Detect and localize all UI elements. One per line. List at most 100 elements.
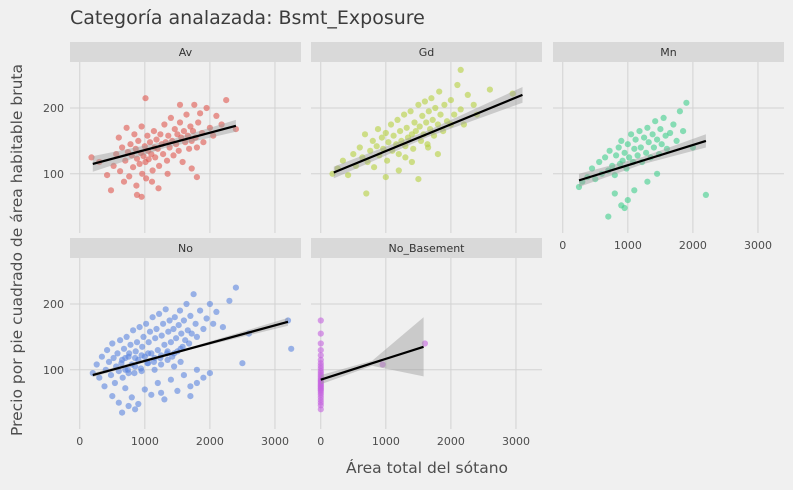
data-point [602, 154, 609, 161]
data-point [180, 128, 187, 135]
data-point [119, 356, 126, 363]
data-point [136, 160, 143, 167]
data-point [432, 104, 439, 112]
trend-line [333, 93, 523, 174]
data-point [136, 324, 143, 331]
data-point [457, 106, 464, 113]
strip-label-av: Av [179, 46, 193, 59]
data-point [166, 317, 173, 324]
data-point [387, 121, 395, 128]
data-point [394, 116, 401, 123]
data-point [158, 361, 165, 368]
data-point [575, 183, 583, 191]
data-point [210, 132, 217, 139]
data-point [618, 137, 625, 144]
trend-line [320, 345, 424, 381]
y-tick-label: 100 [43, 168, 64, 181]
data-point [132, 348, 139, 355]
data-point [634, 152, 641, 159]
data-point [657, 126, 664, 133]
data-point [621, 204, 628, 212]
data-point [218, 121, 225, 128]
trend-line [92, 124, 237, 166]
data-point [440, 128, 447, 135]
chart-title: Categoría analazada: Bsmt_Exposure [70, 7, 425, 29]
data-point [702, 191, 710, 198]
y-tick-label: 200 [43, 102, 64, 115]
data-point [145, 350, 152, 357]
data-point [128, 394, 135, 401]
data-point [127, 141, 134, 148]
data-point [470, 101, 477, 108]
data-point [167, 339, 174, 346]
data-point [133, 182, 140, 189]
data-point [415, 101, 422, 108]
data-point [421, 98, 428, 105]
data-point [317, 347, 324, 354]
y-axis-title: Precio por pie cuadrado de área habitabl… [8, 64, 26, 436]
data-point [135, 400, 142, 408]
data-point [130, 164, 137, 171]
data-point [120, 345, 128, 352]
data-point [419, 112, 426, 119]
data-point [193, 333, 200, 340]
data-point [606, 147, 613, 154]
data-point [98, 353, 105, 360]
data-point [109, 340, 116, 347]
data-point [170, 152, 177, 159]
x-tick-label: 1000 [372, 435, 400, 448]
data-point [144, 132, 151, 139]
data-point [197, 307, 204, 314]
data-point [153, 136, 160, 143]
data-point [361, 131, 369, 138]
data-point [397, 128, 404, 135]
data-point [434, 151, 441, 158]
data-point [195, 119, 202, 126]
data-point [127, 341, 134, 348]
data-point [117, 168, 124, 175]
data-point [407, 108, 414, 115]
data-point [663, 145, 671, 152]
data-point [460, 121, 467, 128]
data-point [176, 101, 184, 108]
data-point [171, 126, 178, 133]
data-point [176, 307, 184, 314]
strip-no-basement [311, 238, 542, 258]
data-point [155, 185, 162, 192]
confidence-band [320, 317, 424, 385]
data-point [644, 124, 651, 131]
trend-line [92, 320, 289, 377]
data-point [193, 174, 200, 181]
data-point [193, 144, 200, 151]
data-point [139, 343, 146, 350]
data-point [125, 402, 132, 410]
data-point [423, 119, 430, 126]
data-point [609, 162, 616, 169]
data-point [132, 354, 139, 362]
data-point [382, 129, 389, 137]
data-point [631, 187, 638, 194]
data-point [588, 165, 596, 172]
data-point [161, 341, 168, 348]
data-point [317, 340, 324, 347]
data-point [141, 143, 148, 150]
data-point [430, 132, 438, 139]
data-point [367, 147, 374, 154]
data-point [592, 176, 599, 183]
data-point [115, 399, 122, 406]
data-point [149, 314, 156, 321]
data-point [200, 325, 207, 333]
panel-av: Av 100 200 [43, 42, 301, 233]
data-point [356, 144, 363, 151]
data-point [239, 360, 246, 367]
data-point [156, 162, 163, 169]
data-point [191, 101, 198, 108]
data-point [179, 158, 186, 166]
data-point [197, 110, 204, 117]
data-point [615, 144, 622, 151]
data-point [667, 129, 674, 137]
data-point [114, 350, 121, 357]
data-point [110, 162, 117, 169]
